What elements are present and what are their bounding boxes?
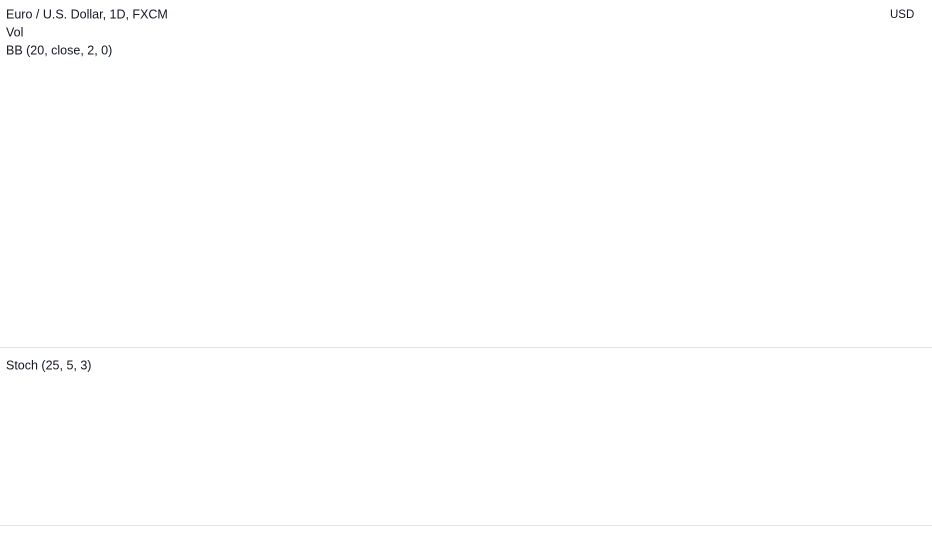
- legend: Euro / U.S. Dollar, 1D, FXCM Vol BB (20,…: [6, 7, 914, 372]
- symbol-title[interactable]: Euro / U.S. Dollar, 1D, FXCM: [6, 7, 168, 21]
- bb-legend[interactable]: BB (20, close, 2, 0): [6, 43, 112, 57]
- axes: [0, 347, 932, 526]
- currency-label: USD: [890, 9, 914, 21]
- stoch-legend[interactable]: Stoch (25, 5, 3): [6, 358, 91, 372]
- volume-legend[interactable]: Vol: [6, 25, 23, 39]
